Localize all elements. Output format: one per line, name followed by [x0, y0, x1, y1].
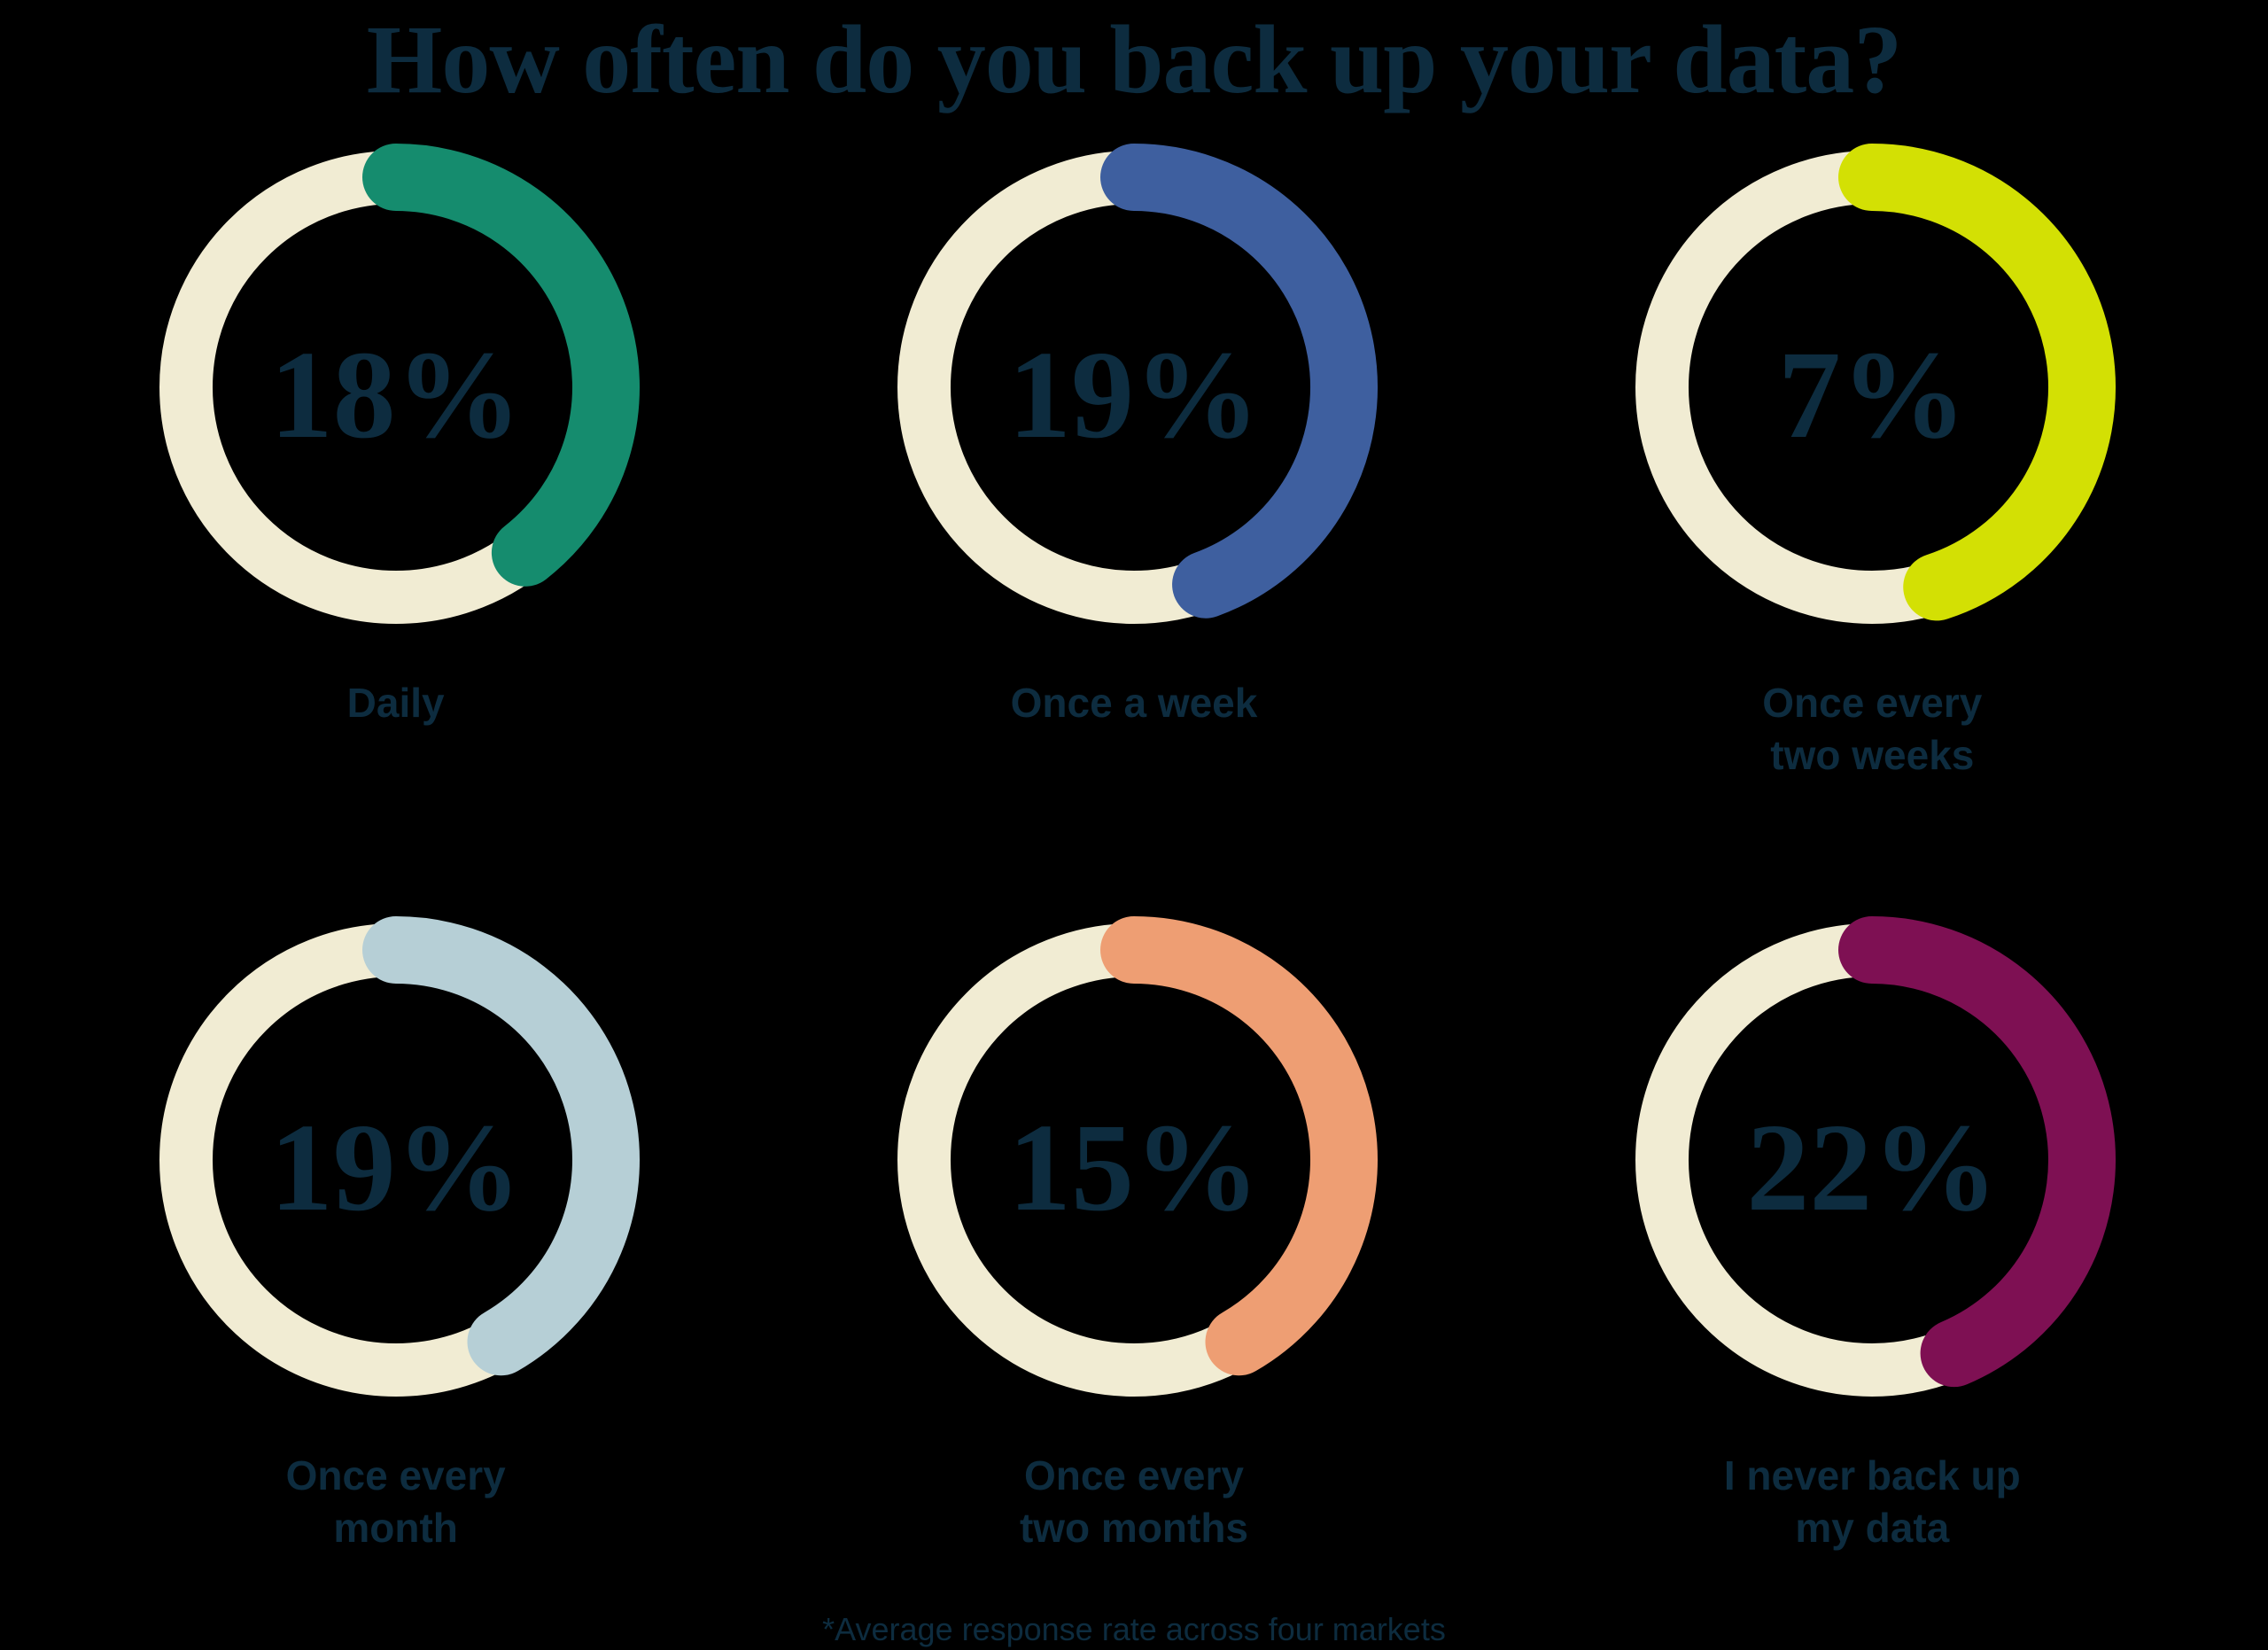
donut-arc: [361, 915, 640, 1375]
donut-category-label: I never back up my data: [1723, 1452, 2021, 1552]
donut-category-label: Once every month: [285, 1452, 506, 1552]
donut-ring-wrap: 7%: [1628, 143, 2117, 631]
donut-ring: [1635, 143, 2117, 624]
donut-ring: [159, 915, 640, 1397]
donut-chart: 22% I never back up my data: [1628, 915, 2117, 1583]
donut-category-label: Once every two months: [1019, 1452, 1249, 1552]
donut-arc: [1838, 915, 2117, 1387]
donut-category-label: Once every two weeks: [1762, 679, 1983, 779]
footnote: *Average response rate across four marke…: [822, 1611, 1446, 1647]
donut-arc: [1099, 143, 1378, 619]
donut-chart: 7% Once every two weeks: [1628, 143, 2117, 810]
donut-ring-wrap: 22%: [1628, 915, 2117, 1404]
donut-chart: 18% Daily: [152, 143, 640, 810]
donut-ring: [897, 143, 1378, 624]
donut-chart: 19% Once every month: [152, 915, 640, 1583]
donut-ring-wrap: 19%: [890, 143, 1378, 631]
donut-category-label: Daily: [346, 679, 445, 726]
chart-title: How often do you back up your data?: [366, 5, 1902, 113]
donut-ring-wrap: 18%: [152, 143, 640, 631]
donut-arc: [1838, 143, 2117, 620]
donut-grid: 18% Daily 19% Once a week 7% Once every t…: [27, 143, 2241, 1583]
donut-arc: [361, 143, 640, 587]
donut-ring: [897, 915, 1378, 1397]
donut-ring: [1635, 915, 2117, 1397]
donut-ring: [159, 143, 640, 624]
donut-chart: 19% Once a week: [890, 143, 1378, 810]
donut-chart: 15% Once every two months: [890, 915, 1378, 1583]
donut-arc: [1099, 915, 1378, 1375]
donut-ring-wrap: 19%: [152, 915, 640, 1404]
donut-ring-wrap: 15%: [890, 915, 1378, 1404]
donut-category-label: Once a week: [1010, 679, 1258, 726]
